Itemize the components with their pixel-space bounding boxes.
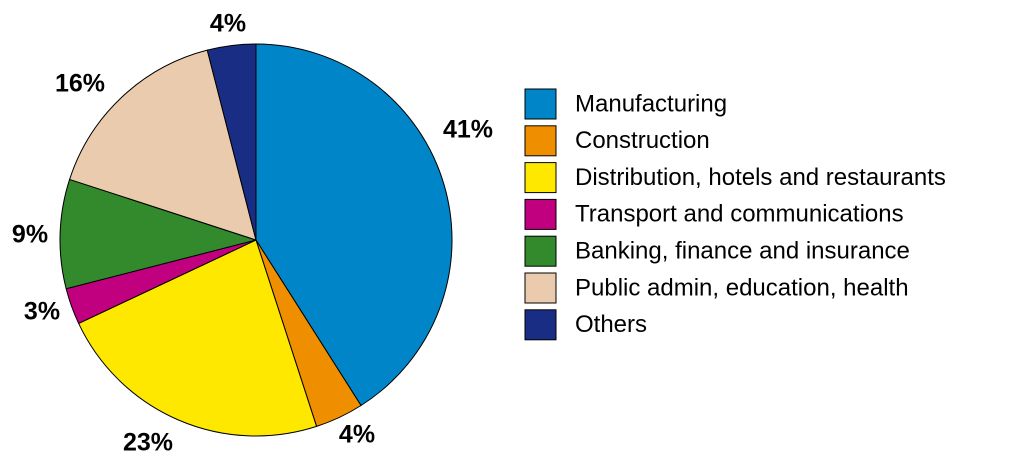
- slice-label-manufacturing: 41%: [443, 116, 493, 144]
- legend-label: Manufacturing: [575, 90, 727, 117]
- legend-item-public-admin-education-health: Public admin, education, health: [524, 272, 909, 304]
- legend-label: Public admin, education, health: [575, 274, 909, 301]
- legend-swatch: [524, 125, 557, 157]
- legend-item-transport-and-communications: Transport and communications: [524, 198, 904, 230]
- legend-label: Transport and communications: [575, 201, 904, 228]
- legend-label: Others: [575, 311, 647, 338]
- legend-swatch: [524, 272, 557, 304]
- slice-label-distribution-hotels-and-restaurants: 23%: [123, 429, 173, 454]
- slice-label-construction: 4%: [339, 421, 375, 449]
- pie-slice-distribution-hotels-and-restaurants: [78, 239, 318, 437]
- legend-label: Construction: [575, 127, 710, 154]
- legend-item-manufacturing: Manufacturing: [524, 88, 727, 120]
- slice-label-banking-finance-and-insurance: 9%: [12, 221, 48, 249]
- pie-slice-others: [206, 43, 257, 241]
- legend-swatch: [524, 235, 557, 267]
- slice-label-public-admin-education-health: 16%: [55, 70, 105, 98]
- legend-item-construction: Construction: [524, 125, 710, 157]
- legend-swatch: [524, 162, 557, 194]
- legend: Manufacturing Construction Distribution, h…: [524, 88, 946, 341]
- legend-item-distribution-hotels-and-restaurants: Distribution, hotels and restaurants: [524, 162, 946, 194]
- legend-item-others: Others: [524, 309, 647, 341]
- legend-label: Banking, finance and insurance: [575, 238, 910, 265]
- slice-label-transport-and-communications: 3%: [24, 298, 60, 326]
- slice-label-others: 4%: [210, 10, 246, 38]
- pie-slices: [59, 43, 453, 437]
- pie-slice-public-admin-education-health: [69, 49, 257, 241]
- pie-slice-manufacturing: [255, 43, 453, 406]
- legend-swatch: [524, 88, 557, 120]
- pie-value-labels: 41% 4% 23% 3% 9% 16% 4%: [12, 10, 493, 457]
- legend-item-banking-finance-and-insurance: Banking, finance and insurance: [524, 235, 910, 267]
- legend-swatch: [524, 198, 557, 230]
- legend-label: Distribution, hotels and restaurants: [575, 164, 946, 191]
- pie-slice-banking-finance-and-insurance: [59, 178, 257, 290]
- legend-swatch: [524, 309, 557, 341]
